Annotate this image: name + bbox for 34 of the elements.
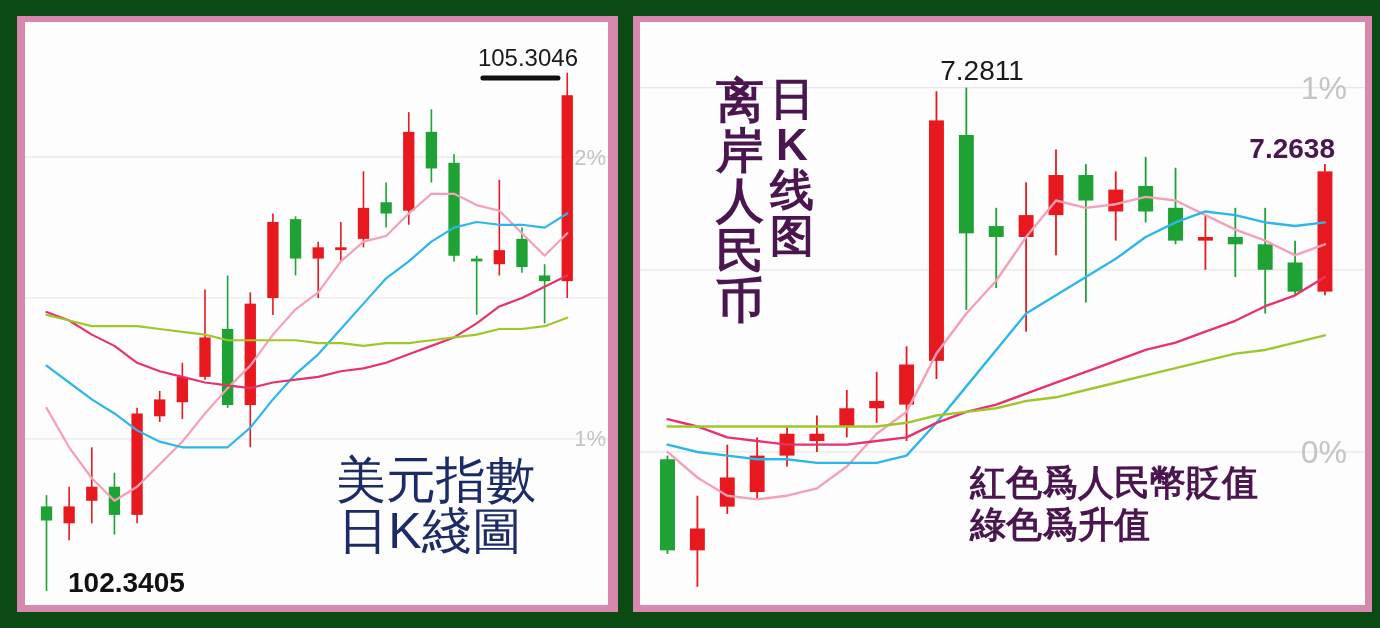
candlestick: [335, 221, 347, 263]
candlestick: [1018, 181, 1034, 333]
text: 美元指數: [336, 452, 536, 508]
text: 离岸人民币: [715, 74, 764, 327]
annotation: 綠色爲升值: [969, 504, 1150, 545]
text: 日K线图: [769, 73, 814, 261]
candlestick: [493, 178, 505, 277]
candlestick: [380, 181, 392, 229]
candlestick: [538, 263, 551, 325]
candlestick: [839, 389, 855, 439]
line-series: [666, 334, 1327, 428]
line-series: [45, 313, 569, 347]
y-tick-label: 2%: [574, 144, 606, 170]
annotation: 105.3046: [477, 44, 578, 71]
y-tick-label: 0%: [1300, 433, 1347, 470]
line-series: [45, 212, 569, 449]
candlestick: [40, 494, 53, 592]
candlestick: [63, 485, 75, 542]
candlestick: [312, 240, 324, 299]
annotation: 102.3405: [68, 567, 185, 598]
candlestick: [689, 494, 705, 588]
y-tick-label: 1%: [574, 426, 606, 452]
candlestick: [988, 206, 1004, 289]
candlestick: [86, 446, 98, 525]
candlestick: [869, 370, 885, 424]
candlestick: [1197, 214, 1213, 271]
y-tick-label: 1%: [1300, 69, 1347, 106]
annotation: 7.2811: [940, 55, 1024, 86]
candlestick: [1227, 206, 1243, 278]
candlestick: [154, 390, 166, 423]
candlestick: [809, 414, 825, 453]
annotation: 紅色爲人民幣貶值: [969, 462, 1258, 503]
line-series: [45, 274, 569, 390]
annotation: 7.2638: [1249, 133, 1335, 164]
